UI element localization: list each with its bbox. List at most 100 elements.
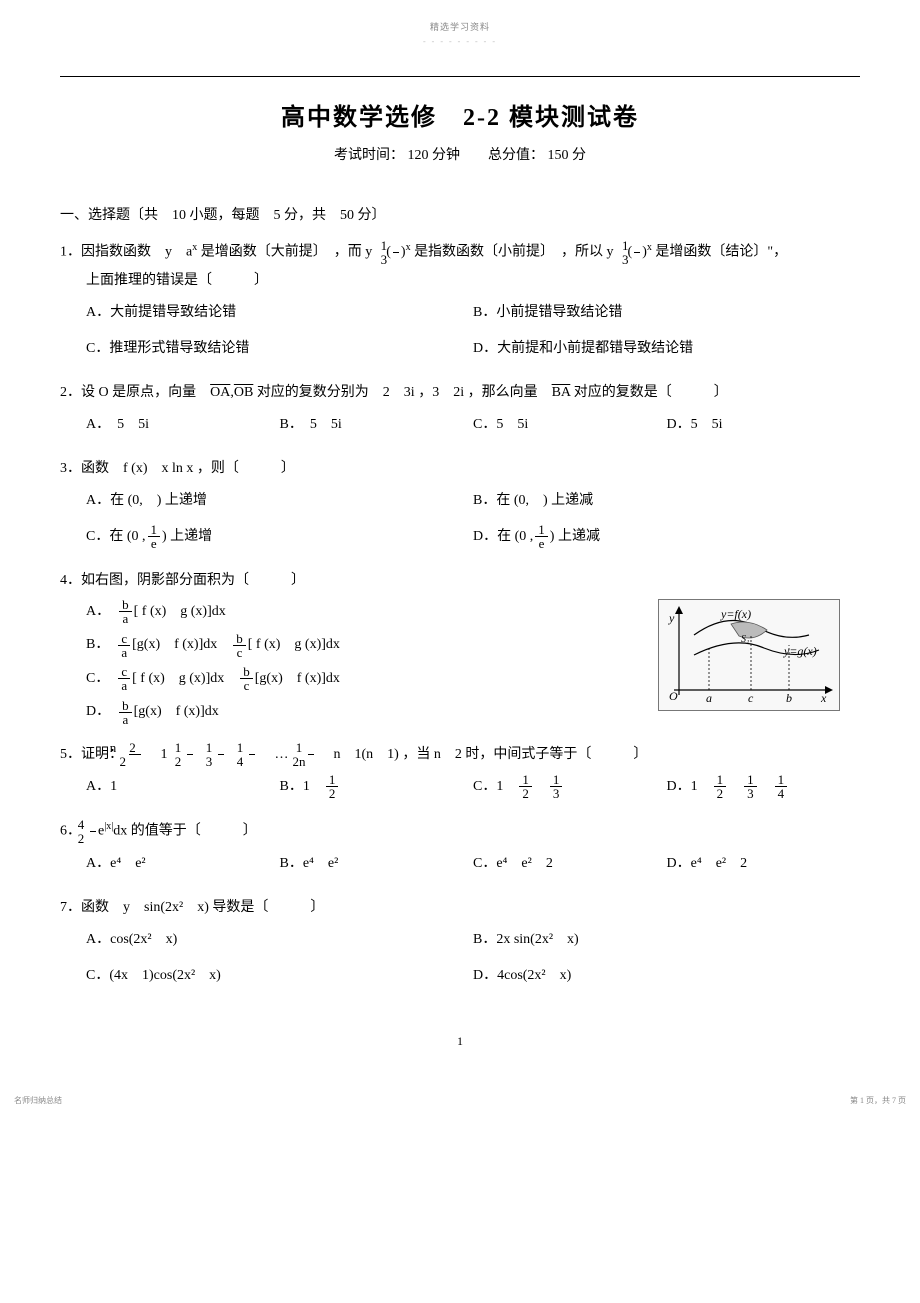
q1-frac-2: 13 xyxy=(634,239,640,266)
int-lo: c xyxy=(240,679,253,692)
q4b-pre: B． xyxy=(86,637,116,652)
q4c-body2: [g(x) f (x)]dx xyxy=(255,671,340,686)
q5-f1: n 22 xyxy=(129,741,142,768)
frac-num: 1 xyxy=(744,773,757,787)
int-ab2: ba xyxy=(119,699,132,726)
int-cb: bc xyxy=(233,632,246,659)
fig-x: x xyxy=(820,691,827,705)
q4a-body: [ f (x) g (x)]dx xyxy=(134,604,226,619)
q1-stem-a: 1．因指数函数 y a xyxy=(60,245,192,260)
footer-left: 名师归纳总结 xyxy=(14,1095,62,1106)
int-lo: a xyxy=(118,646,130,659)
frac-num: 1 xyxy=(249,741,255,755)
subtitle: 考试时间： 120 分钟 总分值： 150 分 xyxy=(60,144,860,164)
q4-figure-svg: y y=f(x) y=g(x) S₁ O a c b x xyxy=(659,600,839,710)
frac-den: 2n xyxy=(308,755,314,768)
q6-abs: |x| xyxy=(104,821,113,832)
int-cb2: bc xyxy=(240,665,253,692)
question-5: 5．证明： n 22 1 12 13 14 … 12n n 1(n 1) ，当 … xyxy=(60,741,860,805)
q5d-pre: D．1 xyxy=(667,779,712,794)
q3-opt-a: A．在 (0, ) 上递增 xyxy=(86,483,473,519)
q7-opt-d: D．4cos(2x² x) xyxy=(473,958,860,994)
fig-y-label: y xyxy=(668,611,675,625)
question-2: 2．设 O 是原点，向量 OA,OB 对应的复数分别为 2 3i ，3 2i ，… xyxy=(60,379,860,443)
q3c-a: C．在 (0 , xyxy=(86,529,146,544)
q6-c: dx 的值等于〔 〕 xyxy=(113,824,257,839)
q1-opt-d: D．大前提和小前提都错导致结论错 xyxy=(473,331,860,367)
q6-opt-a: A．e⁴ e² xyxy=(86,846,280,882)
q4b-body2: [ f (x) g (x)]dx xyxy=(248,637,340,652)
q4d-pre: D． xyxy=(86,704,117,719)
q6-opt-b: B．e⁴ e² xyxy=(280,846,474,882)
question-6: 6． 42e|x|dx 的值等于〔 〕 A．e⁴ e² B．e⁴ e² C．e⁴… xyxy=(60,817,860,882)
q1-stem-b: 是增函数〔大前提〕 ，而 y ( xyxy=(197,245,391,260)
q3-opt-c: C．在 (0 ,1e) 上递增 xyxy=(86,519,473,555)
frac-num: 1 xyxy=(714,773,727,787)
frac-den: 2 xyxy=(326,787,339,800)
q5-f5: 12n xyxy=(308,741,314,768)
frac-num: 1 xyxy=(535,523,548,537)
frac-num: 1 xyxy=(519,773,532,787)
section-1-head: 一、选择题〔共 10 小题，每题 5 分，共 50 分〕 xyxy=(60,204,860,224)
fig-fx-label: y=f(x) xyxy=(720,607,751,621)
frac-den: 3 xyxy=(634,253,640,266)
q5-opt-d: D．1 121314 xyxy=(667,769,861,805)
frac-den: 2 xyxy=(187,755,193,768)
int-up: b xyxy=(119,598,132,612)
q1-frac-1: 13 xyxy=(393,239,399,266)
top-watermark: 精选学习资料 xyxy=(60,20,860,33)
frac-num: 1 xyxy=(775,773,788,787)
int-lo: a xyxy=(119,713,132,726)
q5c-f1: 12 xyxy=(519,773,532,800)
frac-den: 2 xyxy=(129,755,142,768)
q4c-body1: [ f (x) g (x)]dx xyxy=(132,671,238,686)
q5b-pre: B．1 xyxy=(280,779,324,794)
fig-origin: O xyxy=(669,689,678,703)
int-up: b xyxy=(233,632,246,646)
q3-frac-c: 1e xyxy=(148,523,161,550)
q5c-f2: 13 xyxy=(550,773,563,800)
q5-f2: 12 xyxy=(187,741,193,768)
q5-d: n 1(n 1) ，当 n 2 时，中间式子等于〔 〕 xyxy=(320,747,648,762)
q7-stem: 7．函数 y sin(2x² x) 导数是〔 〕 xyxy=(60,894,860,922)
q1-stem-d: 是指数函数〔小前提〕 ，所以 y ( xyxy=(411,245,633,260)
q5-opt-a: A．1 xyxy=(86,769,280,805)
q6-int: 42 xyxy=(90,818,96,845)
q5-opt-c: C．1 1213 xyxy=(473,769,667,805)
q2-opt-d: D．5 5i xyxy=(667,407,861,443)
q4a-pre: A． xyxy=(86,604,117,619)
horizontal-rule xyxy=(60,76,860,77)
frac-num: 1 xyxy=(550,773,563,787)
frac-den: 2 xyxy=(519,787,532,800)
frac-num: 1 xyxy=(326,773,339,787)
q3-opt-d: D．在 (0 ,1e) 上递减 xyxy=(473,519,860,555)
q6-opt-d: D．e⁴ e² 2 xyxy=(667,846,861,882)
q2-opt-b: B． 5 5i xyxy=(280,407,474,443)
question-1: 1．因指数函数 y ax 是增函数〔大前提〕 ，而 y (13)x 是指数函数〔… xyxy=(60,238,860,367)
q1-opt-a: A．大前提错导致结论错 xyxy=(86,295,473,331)
q2-stem: 2．设 O 是原点，向量 OA,OB 对应的复数分别为 2 3i ，3 2i ，… xyxy=(60,379,860,407)
frac-den: 3 xyxy=(393,253,399,266)
int-lo: 2 xyxy=(90,832,96,845)
q5-f4: 14 xyxy=(249,741,255,768)
frac-den: 4 xyxy=(249,755,255,768)
int-up: b xyxy=(119,699,132,713)
q5b-f1: 12 xyxy=(326,773,339,800)
q3d-a: D．在 (0 , xyxy=(473,529,533,544)
frac-num: 1 xyxy=(634,239,640,253)
footer-right: 第 1 页，共 7 页 xyxy=(850,1095,906,1106)
frac-den: e xyxy=(148,537,161,550)
q5-opt-b: B．1 12 xyxy=(280,769,474,805)
q5d-f2: 13 xyxy=(744,773,757,800)
int-up: 4 xyxy=(90,818,96,832)
q4c-pre: C． xyxy=(86,671,116,686)
vec-oa: OA xyxy=(210,385,230,400)
q1-opt-b: B．小前提错导致结论错 xyxy=(473,295,860,331)
page-number: 1 xyxy=(60,1034,860,1049)
int-up: c xyxy=(118,632,130,646)
q3-frac-d: 1e xyxy=(535,523,548,550)
fig-c: c xyxy=(748,691,754,705)
frac-den: 3 xyxy=(218,755,224,768)
q5c-pre: C．1 xyxy=(473,779,517,794)
question-4: 4．如右图，阴影部分面积为〔 〕 y y=f(x) y=g(x) S₁ O a xyxy=(60,567,860,729)
